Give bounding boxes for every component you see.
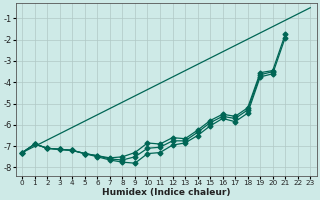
X-axis label: Humidex (Indice chaleur): Humidex (Indice chaleur) (102, 188, 230, 197)
